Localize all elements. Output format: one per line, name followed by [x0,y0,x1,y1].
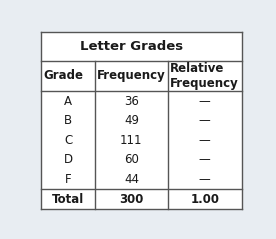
Text: 36: 36 [124,95,139,108]
Text: —: — [199,134,211,147]
Text: A: A [64,95,72,108]
Text: 300: 300 [119,193,144,206]
Text: Letter Grades: Letter Grades [80,40,183,53]
Text: Frequency: Frequency [97,70,166,82]
Text: —: — [199,153,211,166]
Text: Relative
Frequency: Relative Frequency [170,62,238,90]
Text: B: B [64,114,72,127]
Text: 44: 44 [124,173,139,186]
Text: 111: 111 [120,134,143,147]
Text: D: D [63,153,73,166]
Text: F: F [65,173,71,186]
Text: Grade: Grade [43,70,83,82]
Text: 60: 60 [124,153,139,166]
Text: 49: 49 [124,114,139,127]
Text: Total: Total [52,193,84,206]
Text: —: — [199,114,211,127]
Text: 1.00: 1.00 [190,193,219,206]
Text: —: — [199,173,211,186]
Text: C: C [64,134,72,147]
Text: —: — [199,95,211,108]
